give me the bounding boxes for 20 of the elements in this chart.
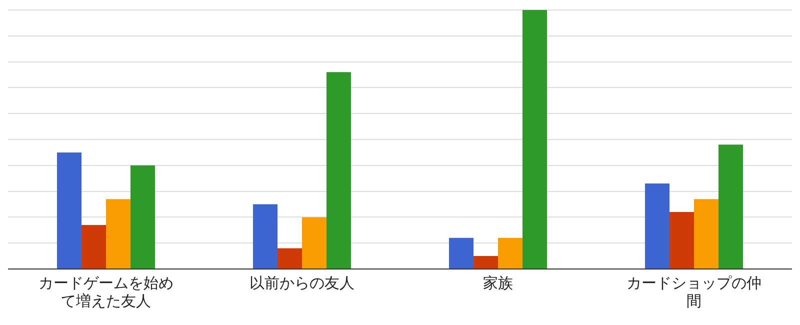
bar — [718, 144, 743, 268]
bar — [694, 199, 718, 268]
bar — [106, 199, 130, 268]
bar — [498, 238, 522, 268]
bar — [645, 184, 670, 268]
bar — [522, 10, 547, 268]
x-tick-label: 家族 — [483, 274, 513, 292]
bar — [474, 256, 498, 268]
x-tick-label: カードショップの仲間 — [626, 274, 762, 310]
bar — [130, 165, 155, 268]
bar — [57, 152, 82, 268]
x-tick-label: カードゲームを始めて増えた友人 — [38, 274, 174, 310]
bar — [670, 212, 694, 268]
bar — [253, 204, 278, 268]
bar — [82, 224, 106, 268]
bar — [302, 217, 326, 268]
bar — [326, 72, 351, 268]
bar — [449, 238, 474, 268]
x-tick-label: 以前からの友人 — [250, 274, 354, 292]
bar — [278, 248, 302, 268]
